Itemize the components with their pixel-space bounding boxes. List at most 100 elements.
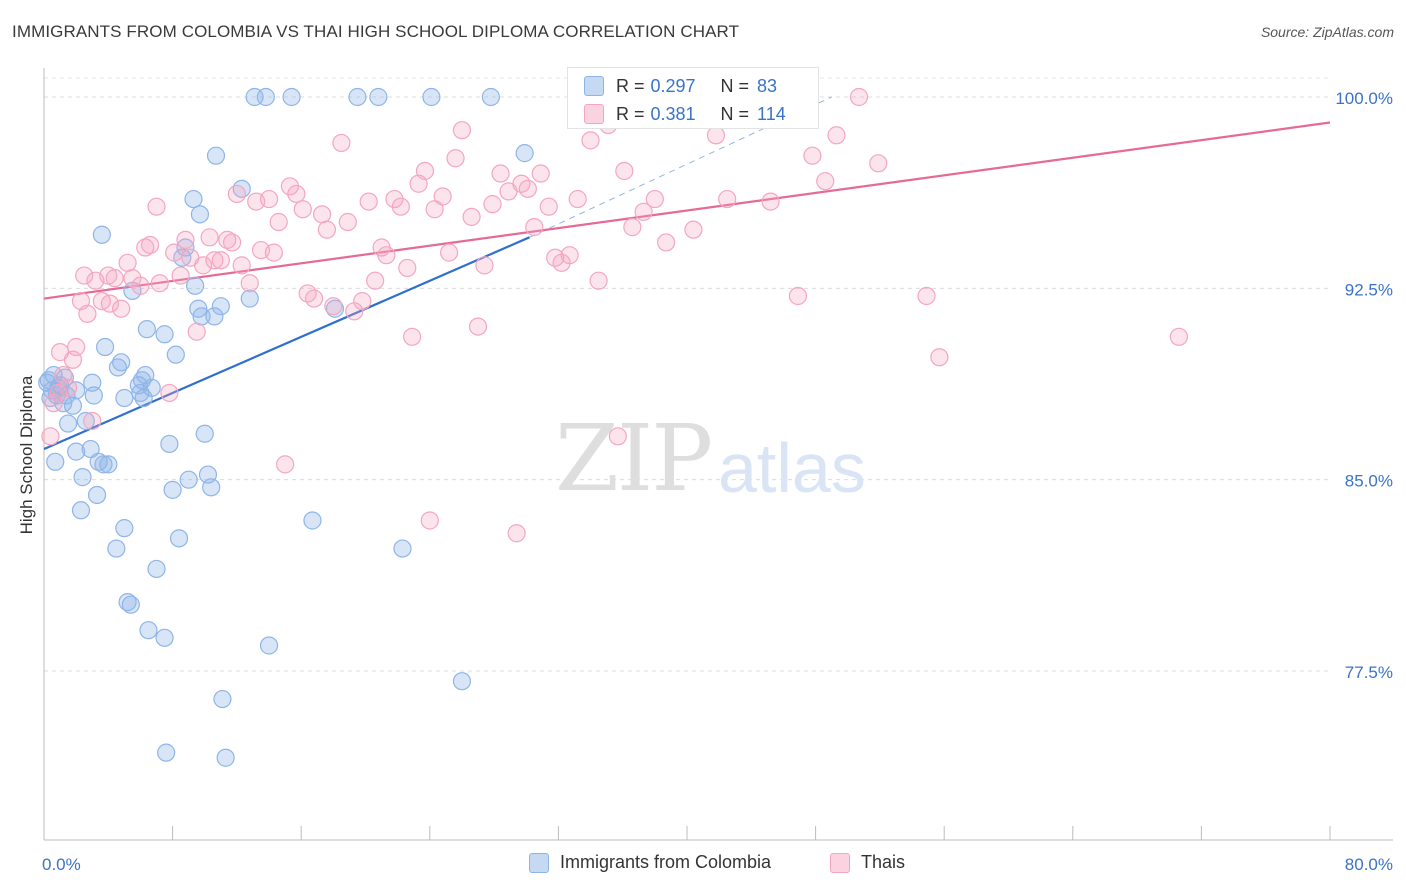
colombia-point xyxy=(205,307,224,326)
thai-point xyxy=(165,243,184,262)
colombia-point xyxy=(259,636,279,655)
thai-point xyxy=(112,299,131,318)
y-tick-label: 85.0% xyxy=(1345,472,1393,491)
colombia-point xyxy=(348,87,367,107)
thai-point xyxy=(211,251,230,270)
thai-point xyxy=(171,266,190,285)
thai-point xyxy=(869,154,888,173)
x-tick-label: 80.0% xyxy=(1345,855,1393,874)
thai-point xyxy=(160,383,179,403)
y-tick-label: 100.0% xyxy=(1335,89,1393,108)
colombia-point xyxy=(95,337,115,357)
thai-point xyxy=(287,184,306,204)
colombia-point xyxy=(115,519,134,538)
thai-trend-line xyxy=(43,121,1331,300)
grid-lines xyxy=(44,77,1330,672)
thai-point xyxy=(353,291,372,311)
colombia-point xyxy=(137,320,156,339)
colombia-point xyxy=(213,689,232,709)
colombia-point xyxy=(515,144,534,163)
stats-n-value: 83 xyxy=(757,75,778,96)
colombia-point xyxy=(422,87,441,107)
colombia-point xyxy=(87,485,107,505)
thai-point xyxy=(59,378,78,397)
thai-point xyxy=(531,164,550,183)
colombia-point xyxy=(59,414,78,433)
colombia-point xyxy=(121,595,140,614)
thai-point xyxy=(803,146,822,165)
legend-item-thai[interactable]: Thais xyxy=(830,852,905,873)
thai-point xyxy=(468,317,488,336)
colombia-point xyxy=(112,353,131,372)
y-tick-label: 77.5% xyxy=(1345,663,1393,682)
thai-point xyxy=(100,294,120,313)
thai-point xyxy=(634,202,653,221)
thai-point xyxy=(324,297,343,316)
colombia-point xyxy=(71,501,91,520)
thai-point xyxy=(452,121,472,140)
legend-item-colombia[interactable]: Immigrants from Colombia xyxy=(529,852,771,873)
thai-point xyxy=(761,192,780,211)
thai-point xyxy=(50,343,70,362)
thai-point xyxy=(264,243,283,262)
watermark-atlas: atlas xyxy=(718,429,866,507)
thai-point xyxy=(816,172,835,191)
thai-point xyxy=(518,179,537,198)
watermark-zip: ZIP xyxy=(555,405,713,512)
thai-point xyxy=(147,197,166,216)
thai-point xyxy=(293,200,312,219)
colombia-point xyxy=(166,345,185,364)
thai-point xyxy=(140,235,160,255)
stats-r-label: R = xyxy=(616,103,645,124)
stats-row-colombia: R = 0.297 N = 83 xyxy=(584,72,797,100)
colombia-point xyxy=(195,424,214,443)
thai-point xyxy=(475,256,494,275)
thai-point xyxy=(525,218,544,237)
y-axis-label: High School Diploma xyxy=(17,375,36,535)
thai-point xyxy=(150,274,169,293)
thai-point xyxy=(615,161,634,181)
thai-point xyxy=(391,197,410,216)
colombia-point xyxy=(99,455,118,474)
thai-point xyxy=(105,269,124,288)
thai-point xyxy=(312,205,332,224)
thai-legend-swatch xyxy=(830,852,850,873)
colombia-point xyxy=(157,743,176,762)
thai-point xyxy=(917,286,936,306)
colombia-point xyxy=(369,87,388,107)
thai-point xyxy=(194,256,213,275)
colombia-point xyxy=(118,593,137,612)
colombia-point xyxy=(38,373,57,392)
thai-point xyxy=(118,253,137,272)
thai-point xyxy=(483,195,502,214)
colombia-point xyxy=(108,358,128,377)
thai-point xyxy=(75,266,94,285)
thai-point xyxy=(332,133,351,153)
colombia-point xyxy=(186,276,205,295)
thai-point xyxy=(200,228,219,247)
thai-point xyxy=(67,337,86,357)
thai-point xyxy=(645,189,664,209)
thai-point xyxy=(684,220,703,239)
colombia-point xyxy=(142,378,161,397)
series-thai-points xyxy=(41,87,1188,543)
legend-label-thai: Thais xyxy=(861,852,906,872)
colombia-point xyxy=(115,388,134,408)
thai-swatch xyxy=(584,104,604,124)
colombia-legend-swatch xyxy=(529,852,549,873)
thai-point xyxy=(581,131,600,150)
thai-point xyxy=(507,524,526,543)
legend-label-colombia: Immigrants from Colombia xyxy=(560,852,772,872)
thai-point xyxy=(240,274,259,293)
thai-point xyxy=(398,258,417,278)
colombia-point xyxy=(63,396,83,415)
thai-point xyxy=(462,207,481,227)
colombia-point xyxy=(139,621,158,640)
thai-point xyxy=(366,271,385,290)
colombia-point xyxy=(76,411,95,431)
thai-point xyxy=(568,189,587,209)
colombia-point xyxy=(169,529,189,548)
thai-point xyxy=(259,189,279,209)
colombia-point xyxy=(107,539,126,558)
stats-r-label: R = xyxy=(616,75,645,96)
